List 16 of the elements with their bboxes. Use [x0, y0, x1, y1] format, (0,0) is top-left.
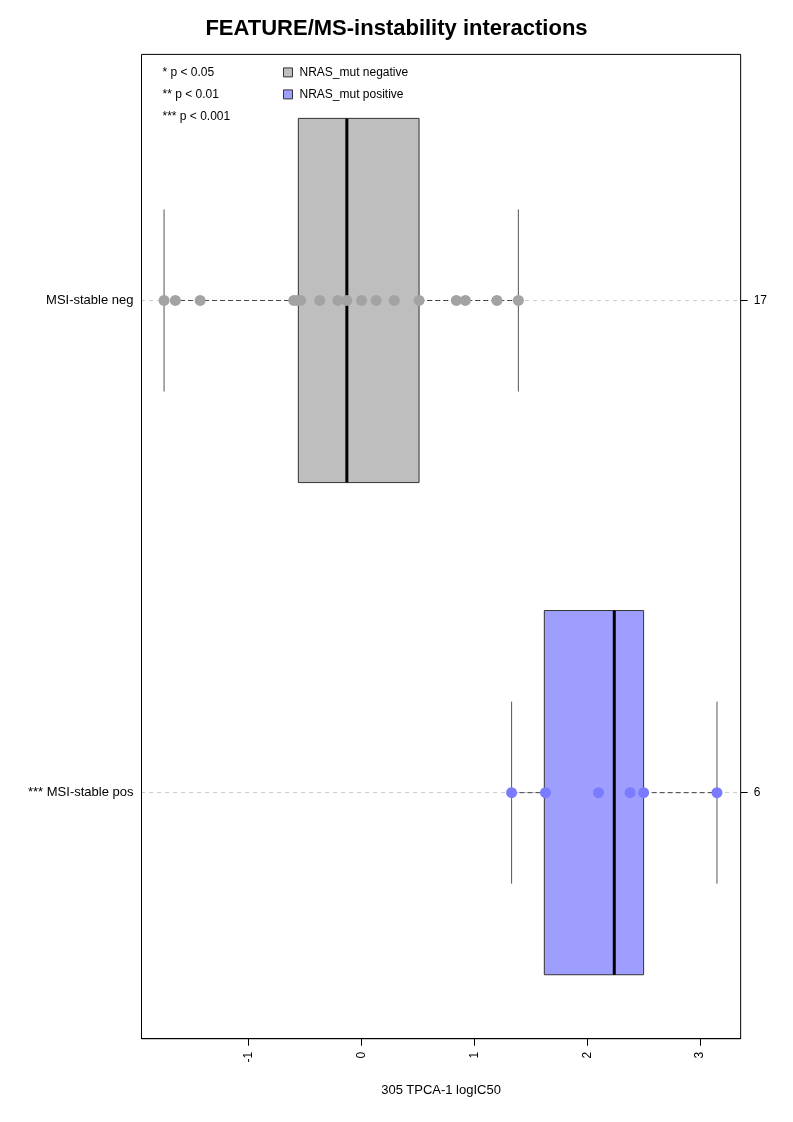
annotation: *** p < 0.001 [162, 108, 231, 123]
x-tick-label: 3 [692, 1051, 707, 1059]
annotation: ** p < 0.01 [162, 86, 220, 101]
chart-title: FEATURE/MS-instability interactions [205, 15, 588, 41]
y2-tick-label: 6 [753, 784, 761, 799]
annotation: * p < 0.05 [162, 64, 215, 79]
x-axis-title: 305 TPCA-1 logIC50 [381, 1081, 501, 1097]
legend-label: NRAS_mut positive [299, 86, 404, 101]
x-tick-label: -1 [241, 1051, 255, 1063]
y2-tick-label: 17 [753, 292, 768, 307]
x-tick-label: 1 [466, 1051, 481, 1059]
legend-label: NRAS_mut negative [299, 64, 409, 79]
x-tick-label: 0 [353, 1051, 368, 1059]
y-tick-label: *** MSI-stable pos [27, 784, 134, 800]
y-tick-label: MSI-stable neg [46, 292, 134, 308]
x-tick-label: 2 [579, 1051, 594, 1059]
